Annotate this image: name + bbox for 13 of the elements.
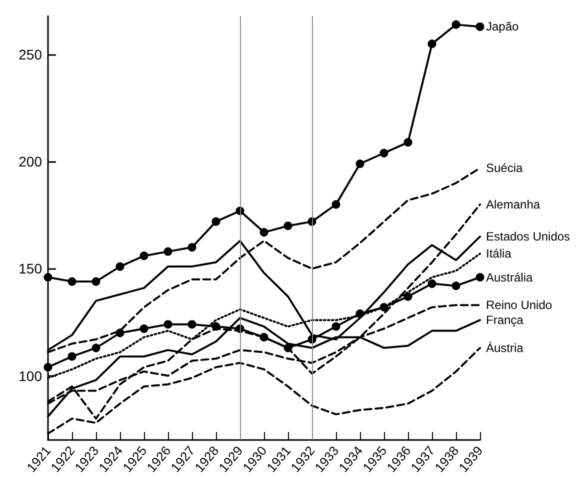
y-tick-label: 150 [18,260,42,277]
y-tick-label: 200 [18,154,42,170]
series-label: Alemanha [486,197,540,212]
series-label: Suécia [486,161,524,176]
series-label: França [486,313,524,328]
series-label: Austrália [486,270,534,284]
series-label: Áustria [486,340,524,355]
series-label: Japão [486,20,520,34]
y-tick-label: 100 [18,368,42,384]
series-label: Reino Unido [486,298,552,312]
series-label: Estados Unidos [486,230,570,244]
series-label: Itália [486,246,512,261]
y-tick-label: 250 [18,46,42,63]
